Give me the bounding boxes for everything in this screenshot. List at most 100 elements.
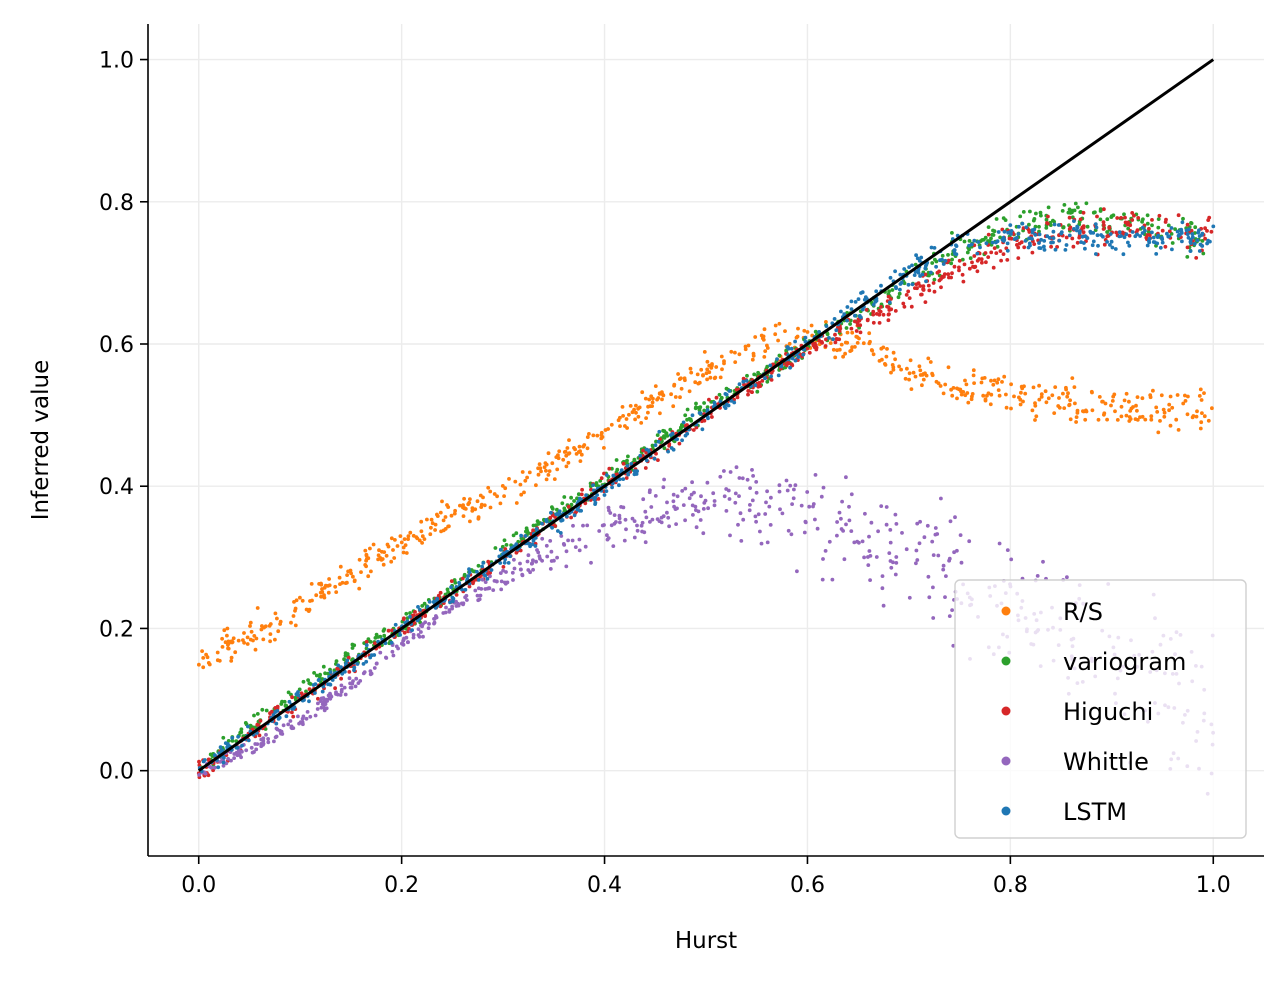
data-point <box>1060 209 1065 213</box>
data-point <box>971 373 976 378</box>
data-point <box>412 621 417 625</box>
data-point <box>862 555 866 560</box>
data-point <box>887 551 892 555</box>
data-point <box>419 630 423 634</box>
data-point <box>975 251 980 256</box>
data-point <box>519 533 523 538</box>
data-point <box>1167 402 1172 407</box>
data-point <box>717 392 722 397</box>
data-point <box>996 388 1001 392</box>
data-point <box>1188 249 1193 254</box>
data-point <box>611 544 616 548</box>
data-point <box>352 665 357 670</box>
data-point <box>642 530 647 535</box>
data-point <box>626 472 631 477</box>
data-point <box>970 394 974 399</box>
data-point <box>889 307 894 312</box>
data-point <box>805 330 810 334</box>
data-point <box>746 343 751 348</box>
data-point <box>912 273 917 277</box>
data-point <box>1061 391 1065 396</box>
data-point <box>904 293 909 297</box>
data-point <box>1023 239 1028 243</box>
data-point <box>1108 243 1112 247</box>
data-point <box>1102 223 1106 228</box>
data-point <box>957 258 962 263</box>
data-point <box>769 374 773 379</box>
data-point <box>526 553 531 558</box>
data-point <box>218 745 223 750</box>
data-point <box>644 515 649 520</box>
data-point <box>643 509 648 514</box>
data-point <box>255 606 260 610</box>
data-point <box>835 337 840 342</box>
data-point <box>1119 404 1124 409</box>
data-point <box>648 520 652 524</box>
data-point <box>382 550 387 554</box>
data-point <box>737 352 742 357</box>
data-point <box>669 446 674 450</box>
data-point <box>893 357 897 362</box>
data-point <box>775 357 779 361</box>
data-point <box>644 416 648 420</box>
data-point <box>561 542 566 546</box>
legend-marker-1 <box>1001 656 1011 666</box>
data-point <box>595 433 600 438</box>
data-point <box>300 716 305 721</box>
data-point <box>201 656 206 660</box>
data-point <box>929 270 933 275</box>
data-point <box>941 391 946 396</box>
data-point <box>378 634 383 639</box>
data-point <box>891 560 895 565</box>
data-point <box>928 360 933 364</box>
data-point <box>847 504 851 509</box>
data-point <box>1197 394 1202 398</box>
data-point <box>745 373 749 378</box>
data-point <box>688 366 693 371</box>
x-tick-label-2: 0.4 <box>587 873 622 898</box>
data-point <box>539 469 543 474</box>
data-point <box>1198 387 1203 392</box>
data-point <box>921 284 926 289</box>
data-point <box>471 581 475 586</box>
data-point <box>306 678 310 682</box>
data-point <box>727 497 732 501</box>
data-point <box>462 572 467 577</box>
data-point <box>741 517 746 522</box>
data-point <box>893 269 897 274</box>
data-point <box>604 489 609 493</box>
data-point <box>960 272 965 277</box>
data-point <box>381 629 386 633</box>
data-point <box>334 659 339 663</box>
data-point <box>231 636 236 641</box>
data-point <box>769 378 774 382</box>
data-point <box>1128 223 1133 228</box>
data-point <box>299 691 304 696</box>
data-point <box>467 570 472 575</box>
data-point <box>848 349 853 353</box>
data-point <box>923 264 928 268</box>
data-point <box>753 335 758 339</box>
data-point <box>1038 246 1043 251</box>
data-point <box>776 373 781 378</box>
data-point <box>722 469 726 473</box>
data-point <box>324 706 329 711</box>
data-point <box>706 416 710 421</box>
data-point <box>534 483 538 488</box>
data-point <box>572 513 577 518</box>
data-point <box>813 473 818 477</box>
data-point <box>893 572 898 577</box>
data-point <box>1072 227 1076 231</box>
data-point <box>756 370 760 375</box>
data-point <box>887 289 891 294</box>
data-point <box>1115 216 1120 220</box>
data-point <box>1138 415 1142 419</box>
data-point <box>566 504 571 509</box>
data-point <box>712 499 717 503</box>
data-point <box>242 640 247 645</box>
data-point <box>523 478 528 483</box>
data-point <box>413 610 417 614</box>
data-point <box>1035 574 1040 578</box>
data-point <box>583 544 588 549</box>
data-point <box>429 517 434 522</box>
